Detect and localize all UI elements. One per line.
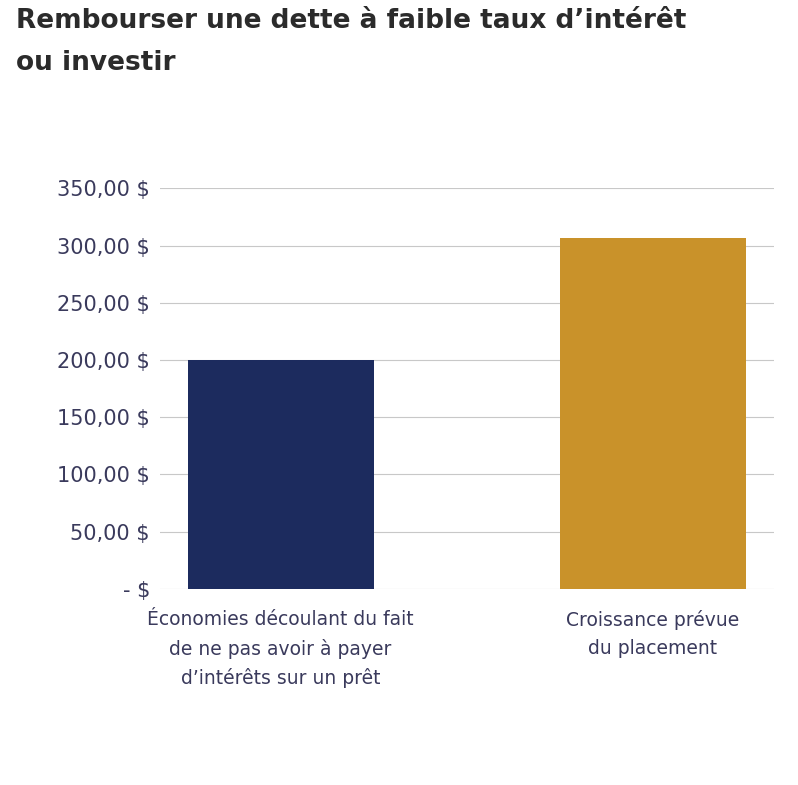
Bar [188,360,373,589]
Text: Rembourser une dette à faible taux d’intérêt
ou investir: Rembourser une dette à faible taux d’int… [16,8,686,76]
Bar [560,238,746,589]
